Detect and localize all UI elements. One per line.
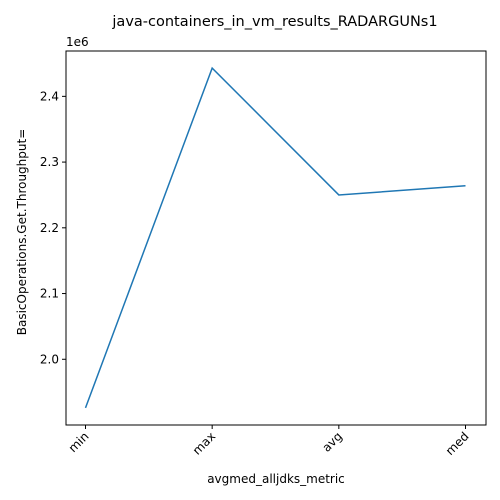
- x-tick-label: med: [443, 429, 472, 458]
- x-axis-label: avgmed_alljdks_metric: [207, 472, 345, 486]
- y-tick-label: 2.1: [40, 287, 59, 301]
- y-axis-ticks: 2.0 2.1 2.2 2.3 2.4: [40, 89, 66, 366]
- series-line-0: [86, 68, 466, 408]
- x-tick-label: min: [66, 429, 92, 455]
- y-axis-offset-label: 1e6: [66, 35, 89, 49]
- y-tick-label: 2.3: [40, 155, 59, 169]
- plot-area-frame: [66, 51, 486, 425]
- y-tick-label: 2.0: [40, 352, 59, 366]
- x-axis-ticks: min max avg med: [66, 425, 472, 458]
- x-tick-label: max: [190, 429, 218, 457]
- y-axis-label: BasicOperations.Get.Throughput=: [15, 129, 29, 336]
- y-tick-label: 2.2: [40, 221, 59, 235]
- x-tick-label: avg: [319, 429, 345, 455]
- series-layer: [86, 68, 466, 408]
- chart-title: java-containers_in_vm_results_RADARGUNs1: [111, 14, 437, 30]
- y-tick-label: 2.4: [40, 89, 59, 103]
